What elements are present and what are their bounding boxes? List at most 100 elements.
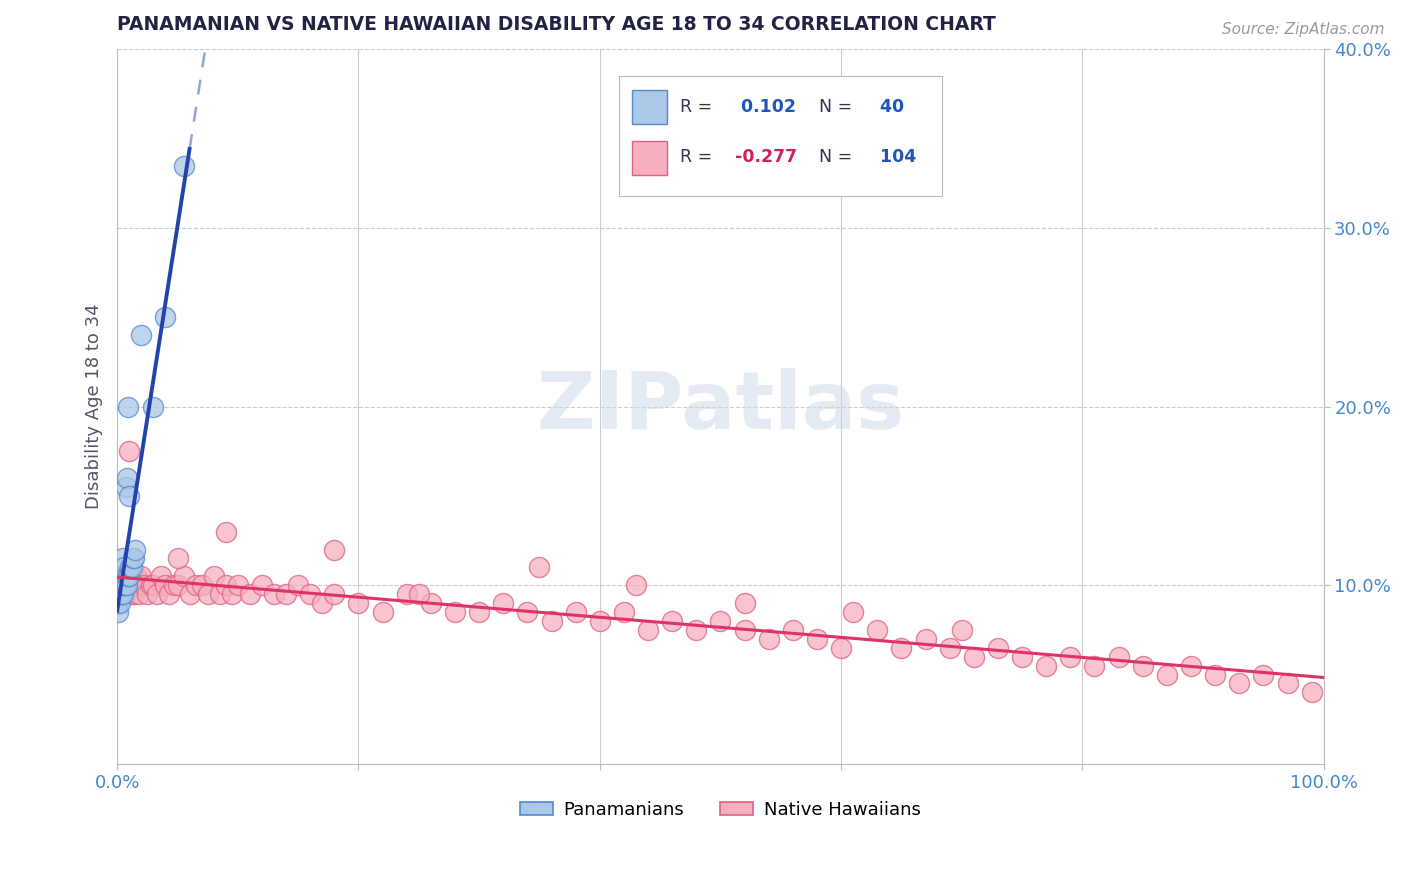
Point xyxy=(1132,658,1154,673)
Point xyxy=(184,578,207,592)
Point xyxy=(709,614,731,628)
Point xyxy=(842,605,865,619)
Point xyxy=(110,578,132,592)
Point xyxy=(987,640,1010,655)
Point xyxy=(758,632,780,646)
Point xyxy=(274,587,297,601)
Point xyxy=(215,578,238,592)
Point xyxy=(299,587,322,601)
Point xyxy=(408,587,430,601)
Point xyxy=(122,587,145,601)
Point xyxy=(637,623,659,637)
Point xyxy=(110,578,132,592)
Point xyxy=(124,578,146,592)
Point xyxy=(107,578,129,592)
Point xyxy=(114,578,136,592)
Text: 104: 104 xyxy=(875,148,917,166)
Point xyxy=(125,569,148,583)
Point xyxy=(131,569,153,583)
Point xyxy=(114,480,136,494)
Point xyxy=(890,640,912,655)
Point xyxy=(963,649,986,664)
Point xyxy=(108,569,131,583)
Point xyxy=(108,578,131,592)
Point xyxy=(121,560,143,574)
Point xyxy=(371,605,394,619)
Point xyxy=(492,596,515,610)
Point xyxy=(1301,685,1323,699)
Point xyxy=(112,587,135,601)
Point xyxy=(155,578,177,592)
Point xyxy=(107,569,129,583)
Point xyxy=(173,569,195,583)
Point xyxy=(215,524,238,539)
Point xyxy=(122,569,145,583)
Text: R =: R = xyxy=(681,148,713,166)
Point xyxy=(110,587,132,601)
Point xyxy=(124,542,146,557)
Point xyxy=(173,159,195,173)
Point xyxy=(323,587,346,601)
Bar xyxy=(631,141,668,175)
Point xyxy=(111,569,134,583)
Point xyxy=(166,578,188,592)
Point xyxy=(149,569,172,583)
Point xyxy=(208,587,231,601)
Text: N =: N = xyxy=(820,97,852,116)
Point xyxy=(111,587,134,601)
Point xyxy=(197,587,219,601)
Point xyxy=(111,587,134,601)
Point xyxy=(157,587,180,601)
Point xyxy=(108,596,131,610)
Point xyxy=(1035,658,1057,673)
Point xyxy=(114,578,136,592)
Point xyxy=(110,578,132,592)
Point xyxy=(540,614,562,628)
Point xyxy=(132,578,155,592)
Point xyxy=(108,587,131,601)
Point xyxy=(146,587,169,601)
Text: 0.102: 0.102 xyxy=(735,97,796,116)
Point xyxy=(914,632,936,646)
Point xyxy=(311,596,333,610)
Point xyxy=(179,587,201,601)
Point xyxy=(950,623,973,637)
Point xyxy=(142,578,165,592)
Point xyxy=(613,605,636,619)
Point xyxy=(250,578,273,592)
Point xyxy=(1156,667,1178,681)
Point xyxy=(117,569,139,583)
Point xyxy=(661,614,683,628)
Point xyxy=(468,605,491,619)
Point xyxy=(128,587,150,601)
Point xyxy=(118,444,141,458)
Point xyxy=(110,569,132,583)
Point xyxy=(287,578,309,592)
Text: ZIPatlas: ZIPatlas xyxy=(536,368,904,446)
Point xyxy=(1277,676,1299,690)
Point xyxy=(112,578,135,592)
Point xyxy=(938,640,960,655)
Point xyxy=(529,560,551,574)
Point xyxy=(239,587,262,601)
Point xyxy=(1204,667,1226,681)
Text: 40: 40 xyxy=(875,97,904,116)
Point xyxy=(1227,676,1250,690)
Text: R =: R = xyxy=(681,97,713,116)
Point xyxy=(107,578,129,592)
Point xyxy=(118,578,141,592)
Point xyxy=(112,569,135,583)
Point xyxy=(112,569,135,583)
Point xyxy=(107,587,129,601)
Point xyxy=(108,587,131,601)
Y-axis label: Disability Age 18 to 34: Disability Age 18 to 34 xyxy=(86,304,103,509)
Point xyxy=(347,596,370,610)
Point xyxy=(121,578,143,592)
Point xyxy=(118,489,141,503)
Point xyxy=(111,578,134,592)
Point xyxy=(221,587,243,601)
Point xyxy=(112,578,135,592)
Text: N =: N = xyxy=(820,148,852,166)
Point xyxy=(589,614,612,628)
Point xyxy=(107,605,129,619)
